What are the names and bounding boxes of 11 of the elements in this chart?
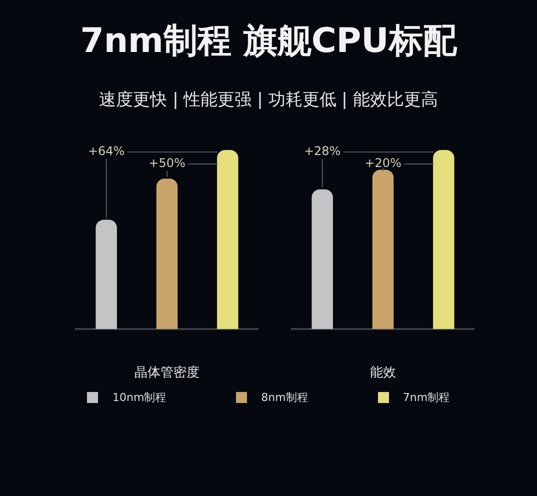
x-axis-title: 能效 bbox=[370, 366, 396, 381]
chart-title: 7nm制程 旗舰CPU标配 bbox=[79, 20, 458, 63]
legend-label: 8nm制程 bbox=[261, 391, 308, 404]
annotation: +20% bbox=[364, 156, 402, 170]
annotation: +50% bbox=[148, 156, 186, 170]
annotation: +28% bbox=[304, 144, 341, 158]
x-axis-title: 晶体管密度 bbox=[134, 364, 200, 381]
legend-label: 7nm制程 bbox=[402, 391, 450, 404]
legend-label: 10nm制程 bbox=[112, 391, 166, 404]
annotation: +64% bbox=[88, 144, 125, 158]
chart-subtitle: 速度更快 | 性能更强 | 功耗更低 | 能效比更高 bbox=[98, 89, 439, 111]
